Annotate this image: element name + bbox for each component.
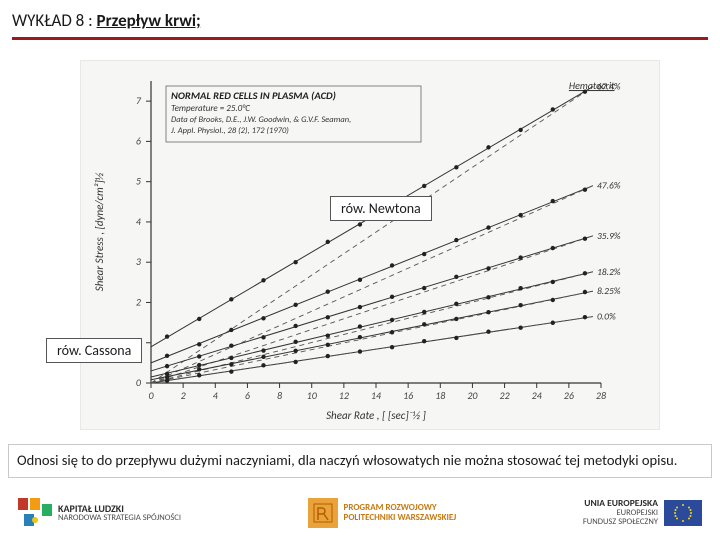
svg-text:Data of Brooks, D.E., J.W. Goo: Data of Brooks, D.E., J.W. Goodwin, & G.… [171, 115, 351, 125]
svg-text:16: 16 [403, 389, 413, 402]
page-title: WYKŁAD 8 : Przepływ krwi; [12, 10, 708, 31]
svg-text:3: 3 [136, 255, 141, 268]
title-main: Przepływ krwi; [97, 10, 201, 31]
svg-text:14: 14 [371, 389, 382, 402]
svg-text:Temperature = 25.0°C: Temperature = 25.0°C [171, 103, 250, 114]
svg-text:4: 4 [213, 389, 219, 402]
svg-text:47.6%: 47.6% [597, 180, 621, 192]
svg-text:35.9%: 35.9% [597, 230, 621, 242]
svg-text:Shear Stress , [dyne/cm²]½: Shear Stress , [dyne/cm²]½ [93, 172, 106, 291]
ue-text: UNIA EUROPEJSKA EUROPEJSKI FUNDUSZ SPOŁE… [583, 498, 658, 527]
pr-l2: POLITECHNIKI WARSZAWSKIEJ [344, 513, 457, 523]
ue-s2: FUNDUSZ SPOŁECZNY [583, 518, 658, 527]
pr-icon [308, 498, 338, 528]
svg-text:0.0%: 0.0% [597, 311, 616, 323]
logo-unia-europejska: UNIA EUROPEJSKA EUROPEJSKI FUNDUSZ SPOŁE… [583, 498, 702, 527]
kapital-text: KAPITAŁ LUDZKI NARODOWA STRATEGIA SPÓJNO… [58, 503, 181, 523]
svg-text:18.2%: 18.2% [597, 266, 621, 278]
svg-text:0: 0 [148, 389, 154, 402]
svg-text:7: 7 [136, 94, 142, 107]
svg-text:J. Appl. Physiol., 28 (2), 172: J. Appl. Physiol., 28 (2), 172 (1970) [170, 126, 289, 136]
title-prefix: WYKŁAD 8 : [12, 10, 97, 31]
annotation-newton: rów. Newtona [330, 196, 432, 221]
svg-text:10: 10 [307, 389, 318, 402]
svg-text:4: 4 [136, 215, 142, 228]
logo-kapital-ludzki: KAPITAŁ LUDZKI NARODOWA STRATEGIA SPÓJNO… [18, 498, 181, 528]
eu-flag-icon [664, 500, 702, 526]
pr-text: PROGRAM ROZWOJOWY POLITECHNIKI WARSZAWSK… [344, 503, 457, 524]
svg-text:12: 12 [339, 389, 349, 402]
svg-text:28: 28 [596, 389, 606, 402]
svg-text:Shear Rate , [ [sec]⁻½ ]: Shear Rate , [ [sec]⁻½ ] [326, 409, 426, 422]
svg-text:2: 2 [181, 389, 186, 402]
kapital-small: NARODOWA STRATEGIA SPÓJNOŚCI [58, 514, 181, 523]
svg-text:20: 20 [467, 389, 478, 402]
annotation-casson: rów. Cassona [46, 338, 142, 363]
svg-text:18: 18 [435, 389, 445, 402]
svg-text:6: 6 [245, 389, 250, 402]
svg-text:26: 26 [564, 389, 574, 402]
kapital-icon [18, 498, 52, 528]
title-bar: WYKŁAD 8 : Przepływ krwi; [0, 0, 720, 37]
svg-text:6: 6 [136, 134, 141, 147]
svg-text:67.4%: 67.4% [597, 81, 621, 93]
title-underline [12, 37, 708, 40]
svg-text:22: 22 [500, 389, 510, 402]
caption: Odnosi się to do przepływu dużymi naczyn… [8, 444, 712, 478]
svg-text:2: 2 [136, 295, 141, 308]
svg-text:0: 0 [136, 376, 142, 389]
svg-text:8.25%: 8.25% [597, 285, 621, 297]
logo-program-rozwojowy: PROGRAM ROZWOJOWY POLITECHNIKI WARSZAWSK… [308, 498, 457, 528]
chart: 024681012141618202224262801234567Shear R… [80, 60, 660, 430]
svg-text:24: 24 [532, 389, 543, 402]
svg-text:5: 5 [136, 175, 141, 188]
chart-svg: 024681012141618202224262801234567Shear R… [81, 61, 661, 431]
svg-text:NORMAL RED CELLS IN PLASMA (AC: NORMAL RED CELLS IN PLASMA (ACD) [171, 89, 336, 102]
footer: KAPITAŁ LUDZKI NARODOWA STRATEGIA SPÓJNO… [0, 486, 720, 540]
svg-text:8: 8 [277, 389, 282, 402]
